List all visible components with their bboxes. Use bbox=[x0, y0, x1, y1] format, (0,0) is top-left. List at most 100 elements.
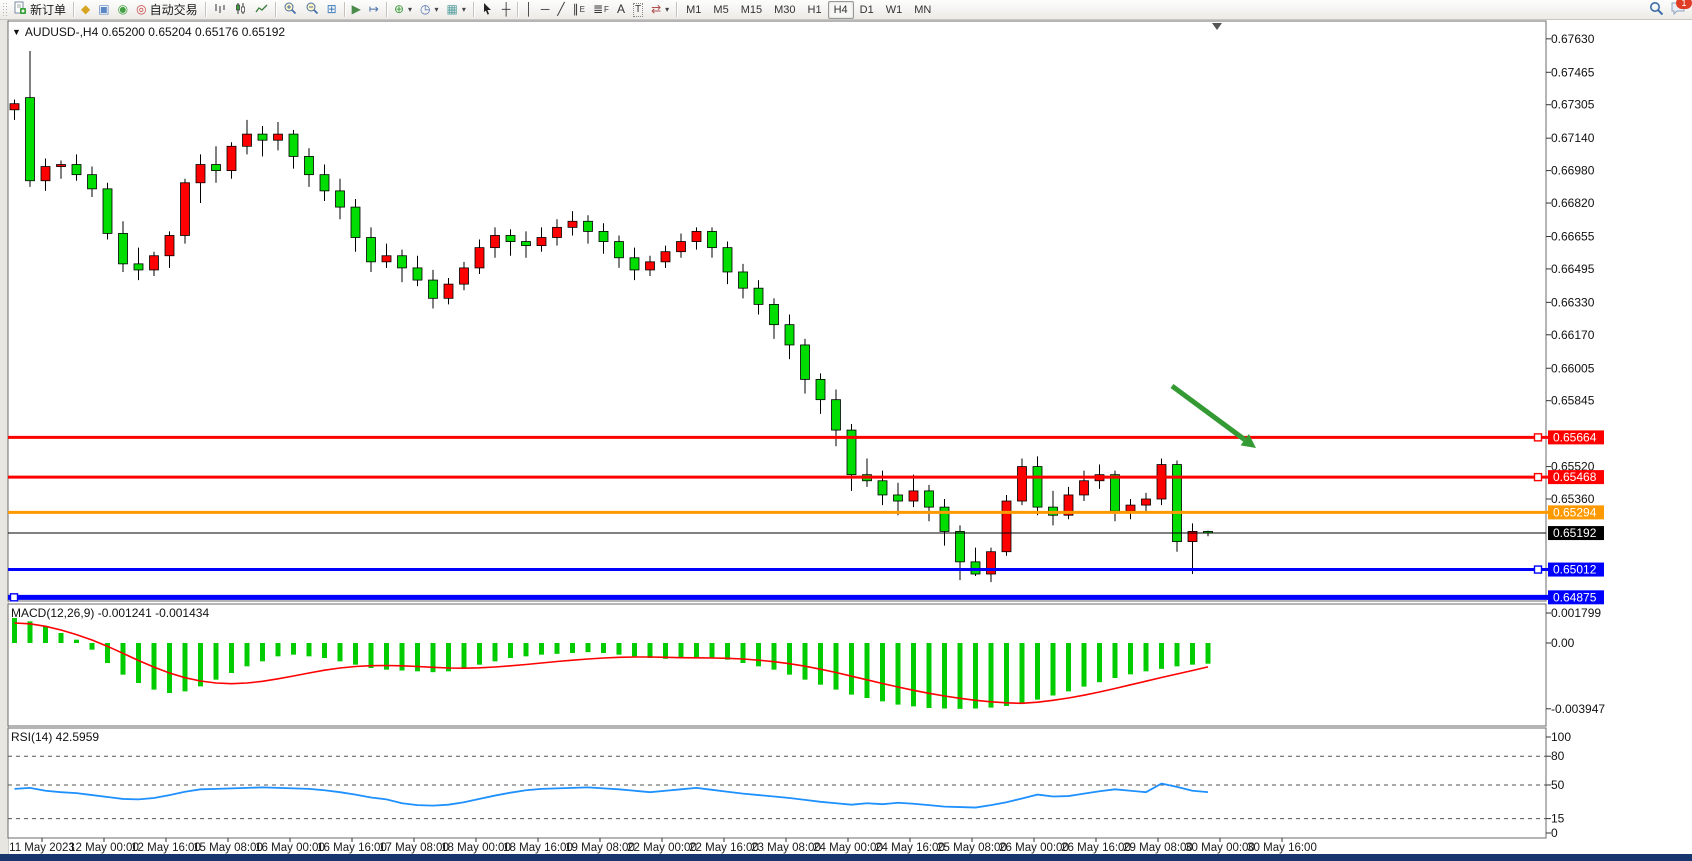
new-order-button[interactable]: 新订单 bbox=[9, 1, 70, 18]
arrows-button[interactable]: ⇄ ▾ bbox=[647, 1, 673, 18]
candle-body-down bbox=[366, 237, 376, 263]
timeframe-button-m1[interactable]: M1 bbox=[686, 3, 702, 16]
candle-body-down bbox=[939, 506, 950, 532]
text-label-button[interactable]: T bbox=[629, 1, 647, 18]
hline-handle[interactable] bbox=[1533, 472, 1543, 482]
annotation-arrow-shaft[interactable] bbox=[1170, 383, 1247, 442]
date-axis-label[interactable]: 24 May 00:00 bbox=[813, 842, 883, 854]
date-axis-label[interactable]: 26 May 16:00 bbox=[1061, 842, 1131, 854]
price-axis-label: 0.66820 bbox=[1551, 196, 1595, 210]
vertical-line-button[interactable]: │ bbox=[521, 1, 537, 18]
date-axis-label[interactable]: 29 May 08:00 bbox=[1123, 842, 1193, 854]
hline-price-label: 0.65468 bbox=[1553, 470, 1597, 484]
horizontal-line-button[interactable]: ─ bbox=[537, 1, 554, 18]
notifications-button[interactable]: 1 bbox=[1670, 0, 1692, 19]
date-axis-label[interactable]: 22 May 00:00 bbox=[627, 842, 697, 854]
timeframe-button-m15[interactable]: M15 bbox=[740, 3, 763, 16]
zoom-in-icon bbox=[283, 1, 297, 18]
hline-price-label: 0.65012 bbox=[1553, 563, 1597, 577]
dropdown-caret-icon[interactable]: ▾ bbox=[665, 5, 670, 14]
candle-body-down bbox=[738, 271, 748, 289]
templates-button[interactable]: ▦ ▾ bbox=[443, 1, 470, 18]
date-axis-label[interactable]: 25 May 08:00 bbox=[937, 842, 1007, 854]
date-axis-label[interactable]: 12 May 16:00 bbox=[131, 842, 201, 854]
date-axis-label[interactable]: 19 May 08:00 bbox=[565, 842, 635, 854]
hline-handle[interactable] bbox=[1533, 433, 1543, 442]
timeframe-button-h1[interactable]: H1 bbox=[807, 3, 822, 16]
candle-body-up bbox=[180, 182, 190, 236]
candle-body-up bbox=[226, 145, 237, 172]
date-axis-label[interactable]: 11 May 2023 bbox=[9, 842, 75, 854]
date-axis-label[interactable]: 30 May 16:00 bbox=[1247, 842, 1317, 854]
hline-handle[interactable] bbox=[9, 593, 19, 602]
market-watch-button[interactable]: ◆ bbox=[77, 1, 94, 18]
candle-body-up bbox=[660, 251, 671, 263]
timeframe-button-mn[interactable]: MN bbox=[914, 3, 932, 16]
data-window-icon: ▣ bbox=[98, 2, 110, 16]
tile-windows-icon: ⊞ bbox=[326, 2, 337, 16]
macd-pane bbox=[7, 603, 1547, 727]
text-button[interactable]: A bbox=[613, 1, 629, 18]
date-axis-label[interactable]: 15 May 08:00 bbox=[193, 842, 263, 854]
date-axis-label[interactable]: 17 May 08:00 bbox=[379, 842, 449, 854]
price-axis-label: 0.67305 bbox=[1551, 98, 1595, 112]
annotation-arrow-head[interactable] bbox=[1240, 434, 1256, 448]
timeframe-button-d1[interactable]: D1 bbox=[859, 3, 874, 16]
candle-body-down bbox=[893, 494, 903, 502]
candle-body-down bbox=[614, 241, 624, 259]
toolbar-separator bbox=[472, 2, 474, 17]
zoom-out-button[interactable] bbox=[301, 1, 323, 18]
tile-windows-button[interactable]: ⊞ bbox=[323, 1, 341, 18]
date-axis-label[interactable]: 12 May 00:00 bbox=[69, 842, 139, 854]
date-axis-label[interactable]: 18 May 16:00 bbox=[503, 842, 573, 854]
price-axis-label: 0.66170 bbox=[1551, 328, 1595, 342]
price-axis-label: 0.67465 bbox=[1551, 65, 1595, 79]
crosshair-button[interactable]: ┼ bbox=[498, 1, 515, 18]
date-axis-label[interactable]: 24 May 16:00 bbox=[875, 842, 945, 854]
timeframe-button-m5[interactable]: M5 bbox=[713, 3, 729, 16]
dropdown-caret-icon[interactable]: ▾ bbox=[434, 5, 439, 14]
bar-chart-button[interactable] bbox=[209, 1, 230, 18]
candle-body-down bbox=[133, 263, 144, 271]
date-axis-label[interactable]: 22 May 16:00 bbox=[689, 842, 759, 854]
candle-body-down bbox=[257, 133, 268, 141]
signals-button[interactable]: ◉ bbox=[114, 1, 132, 18]
candle-body-down bbox=[87, 174, 97, 190]
search-icon[interactable] bbox=[1649, 1, 1664, 19]
date-axis-label[interactable]: 16 May 16:00 bbox=[317, 842, 387, 854]
price-axis-label: 0.65360 bbox=[1551, 492, 1595, 506]
autotrading-button[interactable]: ◎ 自动交易 bbox=[132, 1, 202, 18]
cursor-button[interactable] bbox=[477, 1, 498, 18]
timeframe-button-h4[interactable]: H4 bbox=[827, 0, 854, 19]
price-axis-label: 0.65520 bbox=[1551, 460, 1595, 474]
auto-scroll-button[interactable]: ▶ bbox=[348, 1, 365, 18]
vertical-line-icon: │ bbox=[525, 2, 533, 16]
date-axis-label[interactable]: 18 May 00:00 bbox=[441, 842, 511, 854]
candle-body-up bbox=[443, 283, 454, 299]
date-axis-label[interactable]: 16 May 00:00 bbox=[255, 842, 325, 854]
candle-body-down bbox=[211, 164, 221, 172]
trendline-button[interactable]: ╱ bbox=[553, 1, 568, 18]
periods-button[interactable]: ◷ ▾ bbox=[416, 1, 443, 18]
dropdown-caret-icon[interactable]: ▾ bbox=[408, 5, 413, 14]
dropdown-caret-icon[interactable]: ▾ bbox=[461, 5, 466, 14]
fibonacci-button[interactable]: ≣ F bbox=[589, 1, 613, 18]
horizontal-line-icon: ─ bbox=[540, 2, 550, 16]
indicators-button[interactable]: ⊕ ▾ bbox=[390, 1, 416, 18]
equidistant-channel-button[interactable]: ∥ E bbox=[569, 1, 589, 18]
timeframe-button-m30[interactable]: M30 bbox=[774, 3, 796, 16]
date-axis-label[interactable]: 30 May 00:00 bbox=[1185, 842, 1255, 854]
zoom-in-button[interactable] bbox=[279, 1, 301, 18]
candlestick-chart-button[interactable] bbox=[230, 1, 251, 18]
data-window-button[interactable]: ▣ bbox=[94, 1, 113, 18]
date-axis-label[interactable]: 26 May 00:00 bbox=[999, 842, 1069, 854]
indicators-icon: ⊕ bbox=[393, 2, 404, 16]
date-axis-label[interactable]: 23 May 08:00 bbox=[751, 842, 821, 854]
chart-shift-button[interactable]: ↦ bbox=[365, 1, 383, 18]
hline-handle[interactable] bbox=[1533, 565, 1543, 574]
chart-shift-marker-icon[interactable] bbox=[1212, 23, 1222, 30]
line-chart-button[interactable] bbox=[251, 1, 272, 18]
timeframe-button-w1[interactable]: W1 bbox=[885, 3, 903, 16]
